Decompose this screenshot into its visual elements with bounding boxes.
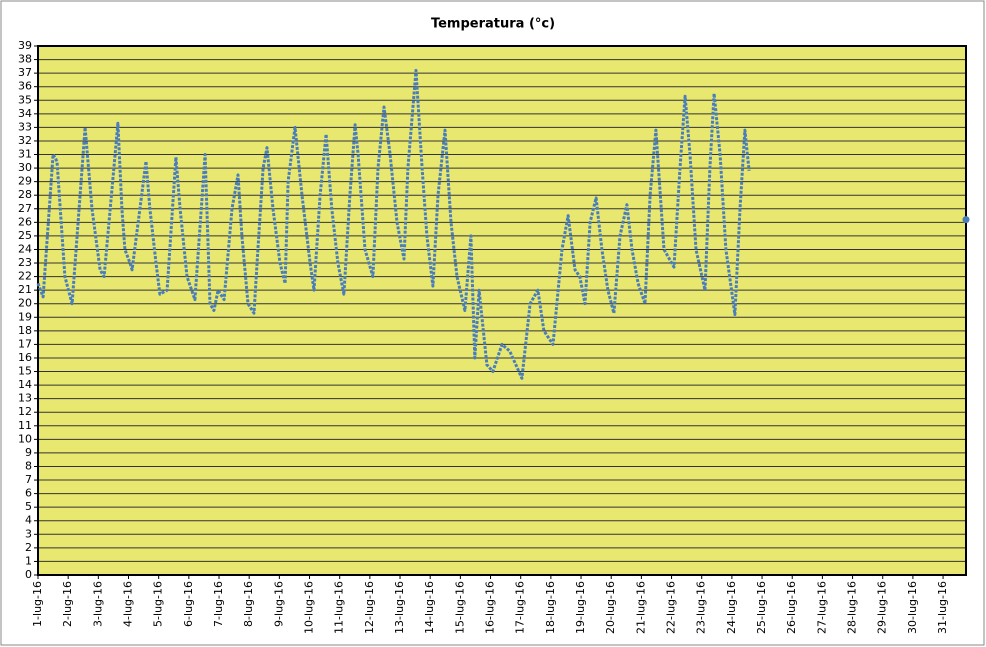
y-tick-label: 24: [18, 242, 32, 255]
x-tick-label: 8-lug-16: [242, 581, 255, 627]
y-tick-label: 23: [18, 256, 32, 269]
y-tick-label: 10: [18, 432, 32, 445]
y-tick-label: 27: [18, 202, 32, 215]
x-tick-label: 1-lug-16: [31, 581, 44, 627]
data-point: [962, 216, 970, 224]
y-tick-label: 13: [18, 392, 32, 405]
y-tick-label: 4: [25, 514, 32, 527]
x-tick-label: 15-lug-16: [453, 581, 466, 634]
y-tick-label: 32: [18, 134, 32, 147]
y-tick-label: 22: [18, 270, 32, 283]
y-tick-label: 28: [18, 188, 32, 201]
y-tick-label: 31: [18, 148, 32, 161]
y-tick-label: 5: [25, 500, 32, 513]
y-tick-label: 8: [25, 459, 32, 472]
x-tick-label: 24-lug-16: [725, 581, 738, 634]
y-tick-label: 30: [18, 161, 32, 174]
y-tick-label: 33: [18, 120, 32, 133]
x-tick-label: 5-lug-16: [152, 581, 165, 627]
y-tick-label: 36: [18, 80, 32, 93]
y-tick-label: 7: [25, 473, 32, 486]
y-tick-label: 6: [25, 487, 32, 500]
x-tick-label: 16-lug-16: [484, 581, 497, 634]
x-tick-label: 29-lug-16: [876, 581, 889, 634]
y-tick-label: 39: [18, 39, 32, 52]
y-tick-label: 38: [18, 53, 32, 66]
x-tick-label: 18-lug-16: [544, 581, 557, 634]
plot-area: [38, 46, 966, 575]
x-tick-label: 30-lug-16: [906, 581, 919, 634]
x-tick-label: 26-lug-16: [785, 581, 798, 634]
x-tick-label: 6-lug-16: [182, 581, 195, 627]
x-tick-label: 19-lug-16: [574, 581, 587, 634]
x-tick-label: 20-lug-16: [604, 581, 617, 634]
y-tick-label: 25: [18, 229, 32, 242]
x-tick-label: 7-lug-16: [212, 581, 225, 627]
plot-border: [37, 45, 967, 576]
x-tick-label: 3-lug-16: [91, 581, 104, 627]
x-tick-label: 12-lug-16: [363, 581, 376, 634]
y-tick-label: 14: [18, 378, 32, 391]
y-tick-label: 34: [18, 107, 32, 120]
x-tick-label: 21-lug-16: [634, 581, 647, 634]
y-tick-label: 26: [18, 215, 32, 228]
x-tick-label: 13-lug-16: [393, 581, 406, 634]
x-tick-label: 31-lug-16: [936, 581, 949, 634]
x-tick-label: 4-lug-16: [122, 581, 135, 627]
x-tick-label: 23-lug-16: [695, 581, 708, 634]
x-tick-label: 27-lug-16: [815, 581, 828, 634]
y-tick-label: 17: [18, 337, 32, 350]
y-tick-label: 21: [18, 283, 32, 296]
x-tick-label: 28-lug-16: [846, 581, 859, 634]
y-tick-label: 9: [25, 446, 32, 459]
y-tick-label: 37: [18, 66, 32, 79]
x-tick-label: 9-lug-16: [272, 581, 285, 627]
y-tick-label: 19: [18, 310, 32, 323]
x-tick-label: 25-lug-16: [755, 581, 768, 634]
y-tick-label: 1: [25, 554, 32, 567]
x-tick-label: 17-lug-16: [514, 581, 527, 634]
x-tick-label: 22-lug-16: [665, 581, 678, 634]
y-tick-label: 29: [18, 175, 32, 188]
y-tick-label: 2: [25, 541, 32, 554]
y-tick-label: 3: [25, 527, 32, 540]
x-tick-label: 2-lug-16: [61, 581, 74, 627]
x-tick-label: 11-lug-16: [333, 581, 346, 634]
y-tick-label: 15: [18, 365, 32, 378]
x-tick-label: 14-lug-16: [423, 581, 436, 634]
y-tick-label: 0: [25, 568, 32, 581]
y-tick-label: 20: [18, 297, 32, 310]
y-tick-label: 18: [18, 324, 32, 337]
y-tick-label: 16: [18, 351, 32, 364]
chart-title: Temperatura (°c): [431, 17, 555, 32]
temperature-line: [36, 68, 751, 380]
y-tick-label: 12: [18, 405, 32, 418]
x-tick-label: 10-lug-16: [303, 581, 316, 634]
y-tick-label: 35: [18, 93, 32, 106]
y-tick-label: 11: [18, 419, 32, 432]
